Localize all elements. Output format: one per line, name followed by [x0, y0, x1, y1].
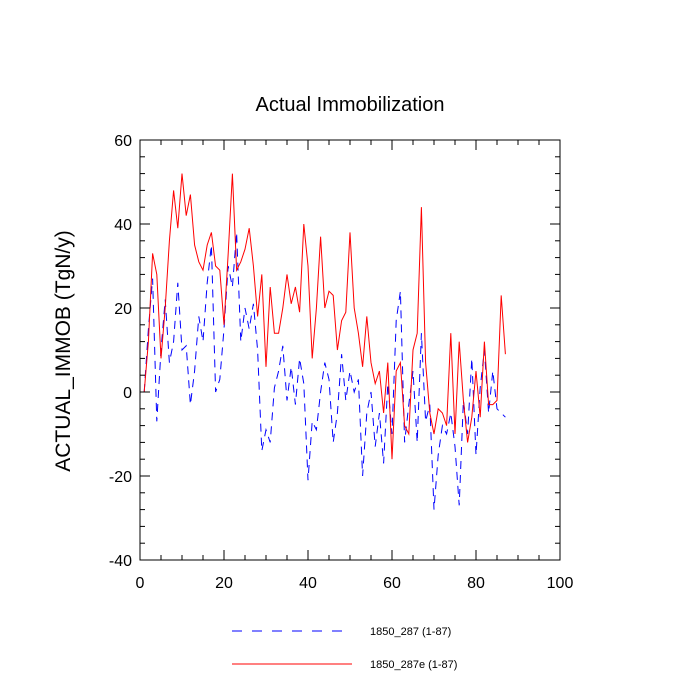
x-tick-label: 80 — [467, 575, 485, 592]
y-tick-label: 20 — [114, 301, 132, 318]
series-line-2 — [143, 173, 506, 460]
x-tick-label: 0 — [136, 575, 145, 592]
legend-label-1: 1850_287 (1-87) — [370, 626, 451, 638]
y-axis-label: ACTUAL_IMMOB (TgN/y) — [52, 230, 75, 472]
y-tick-label: -40 — [109, 553, 132, 570]
y-tick-label: 40 — [114, 217, 132, 234]
legend-label-2: 1850_287e (1-87) — [370, 659, 457, 671]
x-tick-label: 100 — [547, 575, 574, 592]
chart-title: Actual Immobilization — [256, 94, 445, 116]
series-line-1 — [143, 232, 506, 510]
x-tick-label: 20 — [215, 575, 233, 592]
y-tick-label: -20 — [109, 469, 132, 486]
legend: 1850_287 (1-87) 1850_287e (1-87) — [232, 626, 457, 671]
plot-area — [143, 173, 506, 510]
axes: 0 20 40 60 80 100 -40 -20 0 20 40 60 — [109, 133, 574, 592]
x-tick-label: 60 — [383, 575, 401, 592]
y-tick-label: 60 — [114, 133, 132, 150]
x-tick-label: 40 — [299, 575, 317, 592]
y-tick-label: 0 — [123, 385, 132, 402]
